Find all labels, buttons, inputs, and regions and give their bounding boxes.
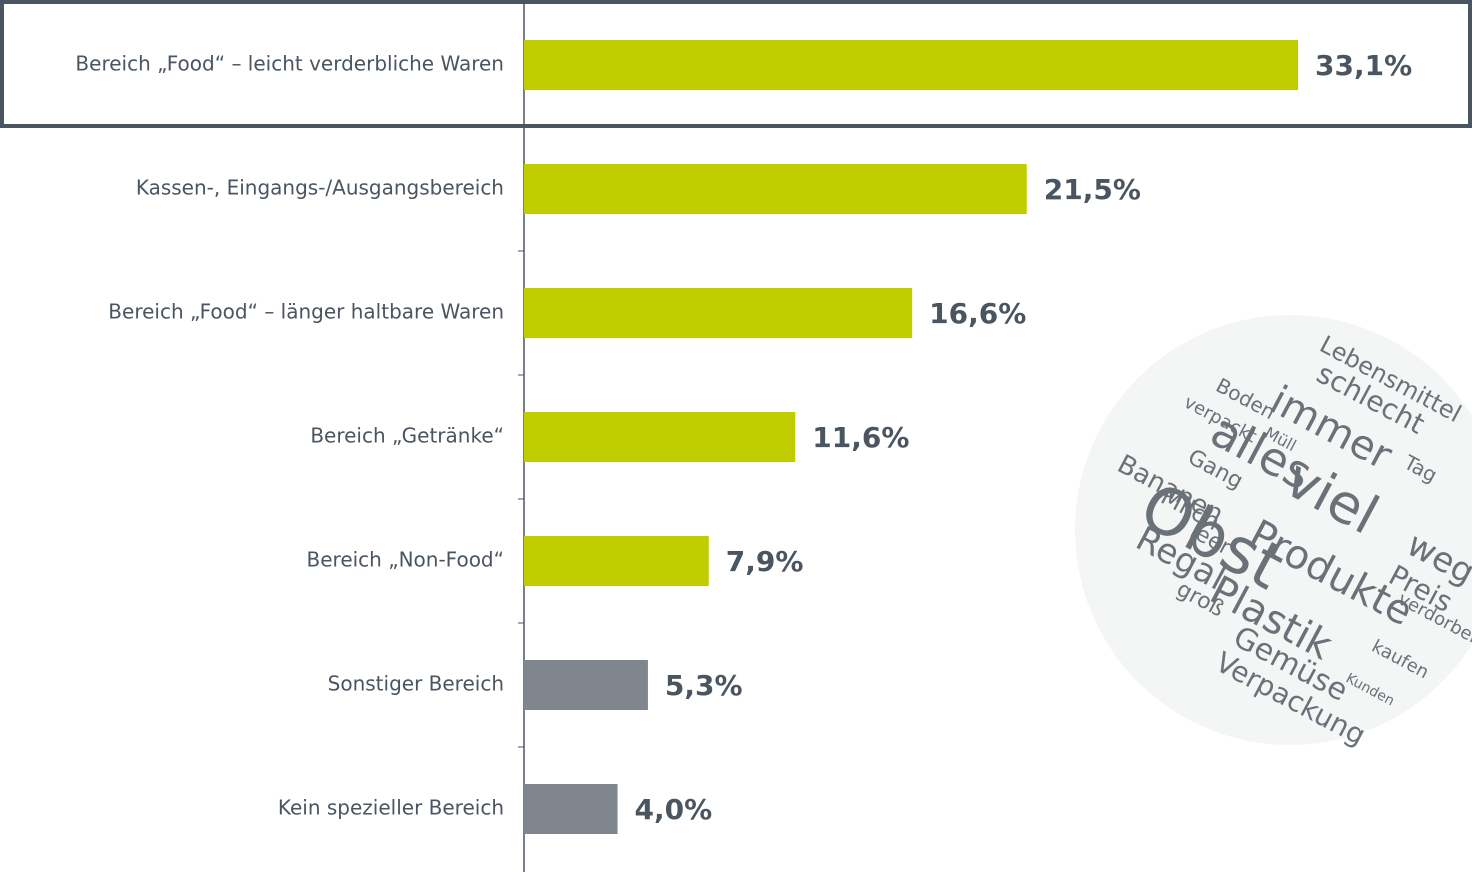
bar — [524, 164, 1027, 214]
category-label: Bereich „Food“ – länger haltbare Waren — [108, 300, 504, 324]
bar — [524, 660, 648, 710]
bar — [524, 412, 796, 462]
value-label: 4,0% — [635, 793, 713, 826]
value-label: 16,6% — [929, 297, 1026, 330]
highlight-box — [0, 0, 1472, 128]
category-label: Bereich „Food“ – leicht verderbliche War… — [75, 52, 504, 76]
value-label: 7,9% — [726, 545, 804, 578]
category-label: Kein spezieller Bereich — [278, 796, 504, 820]
word-cloud: ObstvielallesimmerProduktePlastikRegalGe… — [1075, 315, 1472, 752]
value-label: 11,6% — [812, 421, 909, 454]
category-label: Bereich „Non-Food“ — [307, 548, 504, 572]
bar — [524, 40, 1298, 90]
category-label: Kassen-, Eingangs-/Ausgangsbereich — [136, 176, 504, 200]
bar — [524, 288, 913, 338]
word-cloud-backdrop — [1075, 315, 1472, 745]
value-label: 21,5% — [1044, 173, 1141, 206]
category-label: Bereich „Getränke“ — [310, 424, 504, 448]
value-label: 33,1% — [1315, 49, 1412, 82]
bar — [524, 784, 618, 834]
bar — [524, 536, 709, 586]
value-label: 5,3% — [665, 669, 743, 702]
category-label: Sonstiger Bereich — [328, 672, 504, 696]
